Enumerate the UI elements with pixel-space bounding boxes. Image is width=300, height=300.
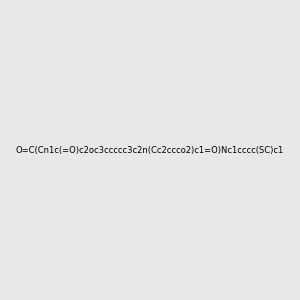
Text: O=C(Cn1c(=O)c2oc3ccccc3c2n(Cc2ccco2)c1=O)Nc1cccc(SC)c1: O=C(Cn1c(=O)c2oc3ccccc3c2n(Cc2ccco2)c1=O… xyxy=(16,146,284,154)
